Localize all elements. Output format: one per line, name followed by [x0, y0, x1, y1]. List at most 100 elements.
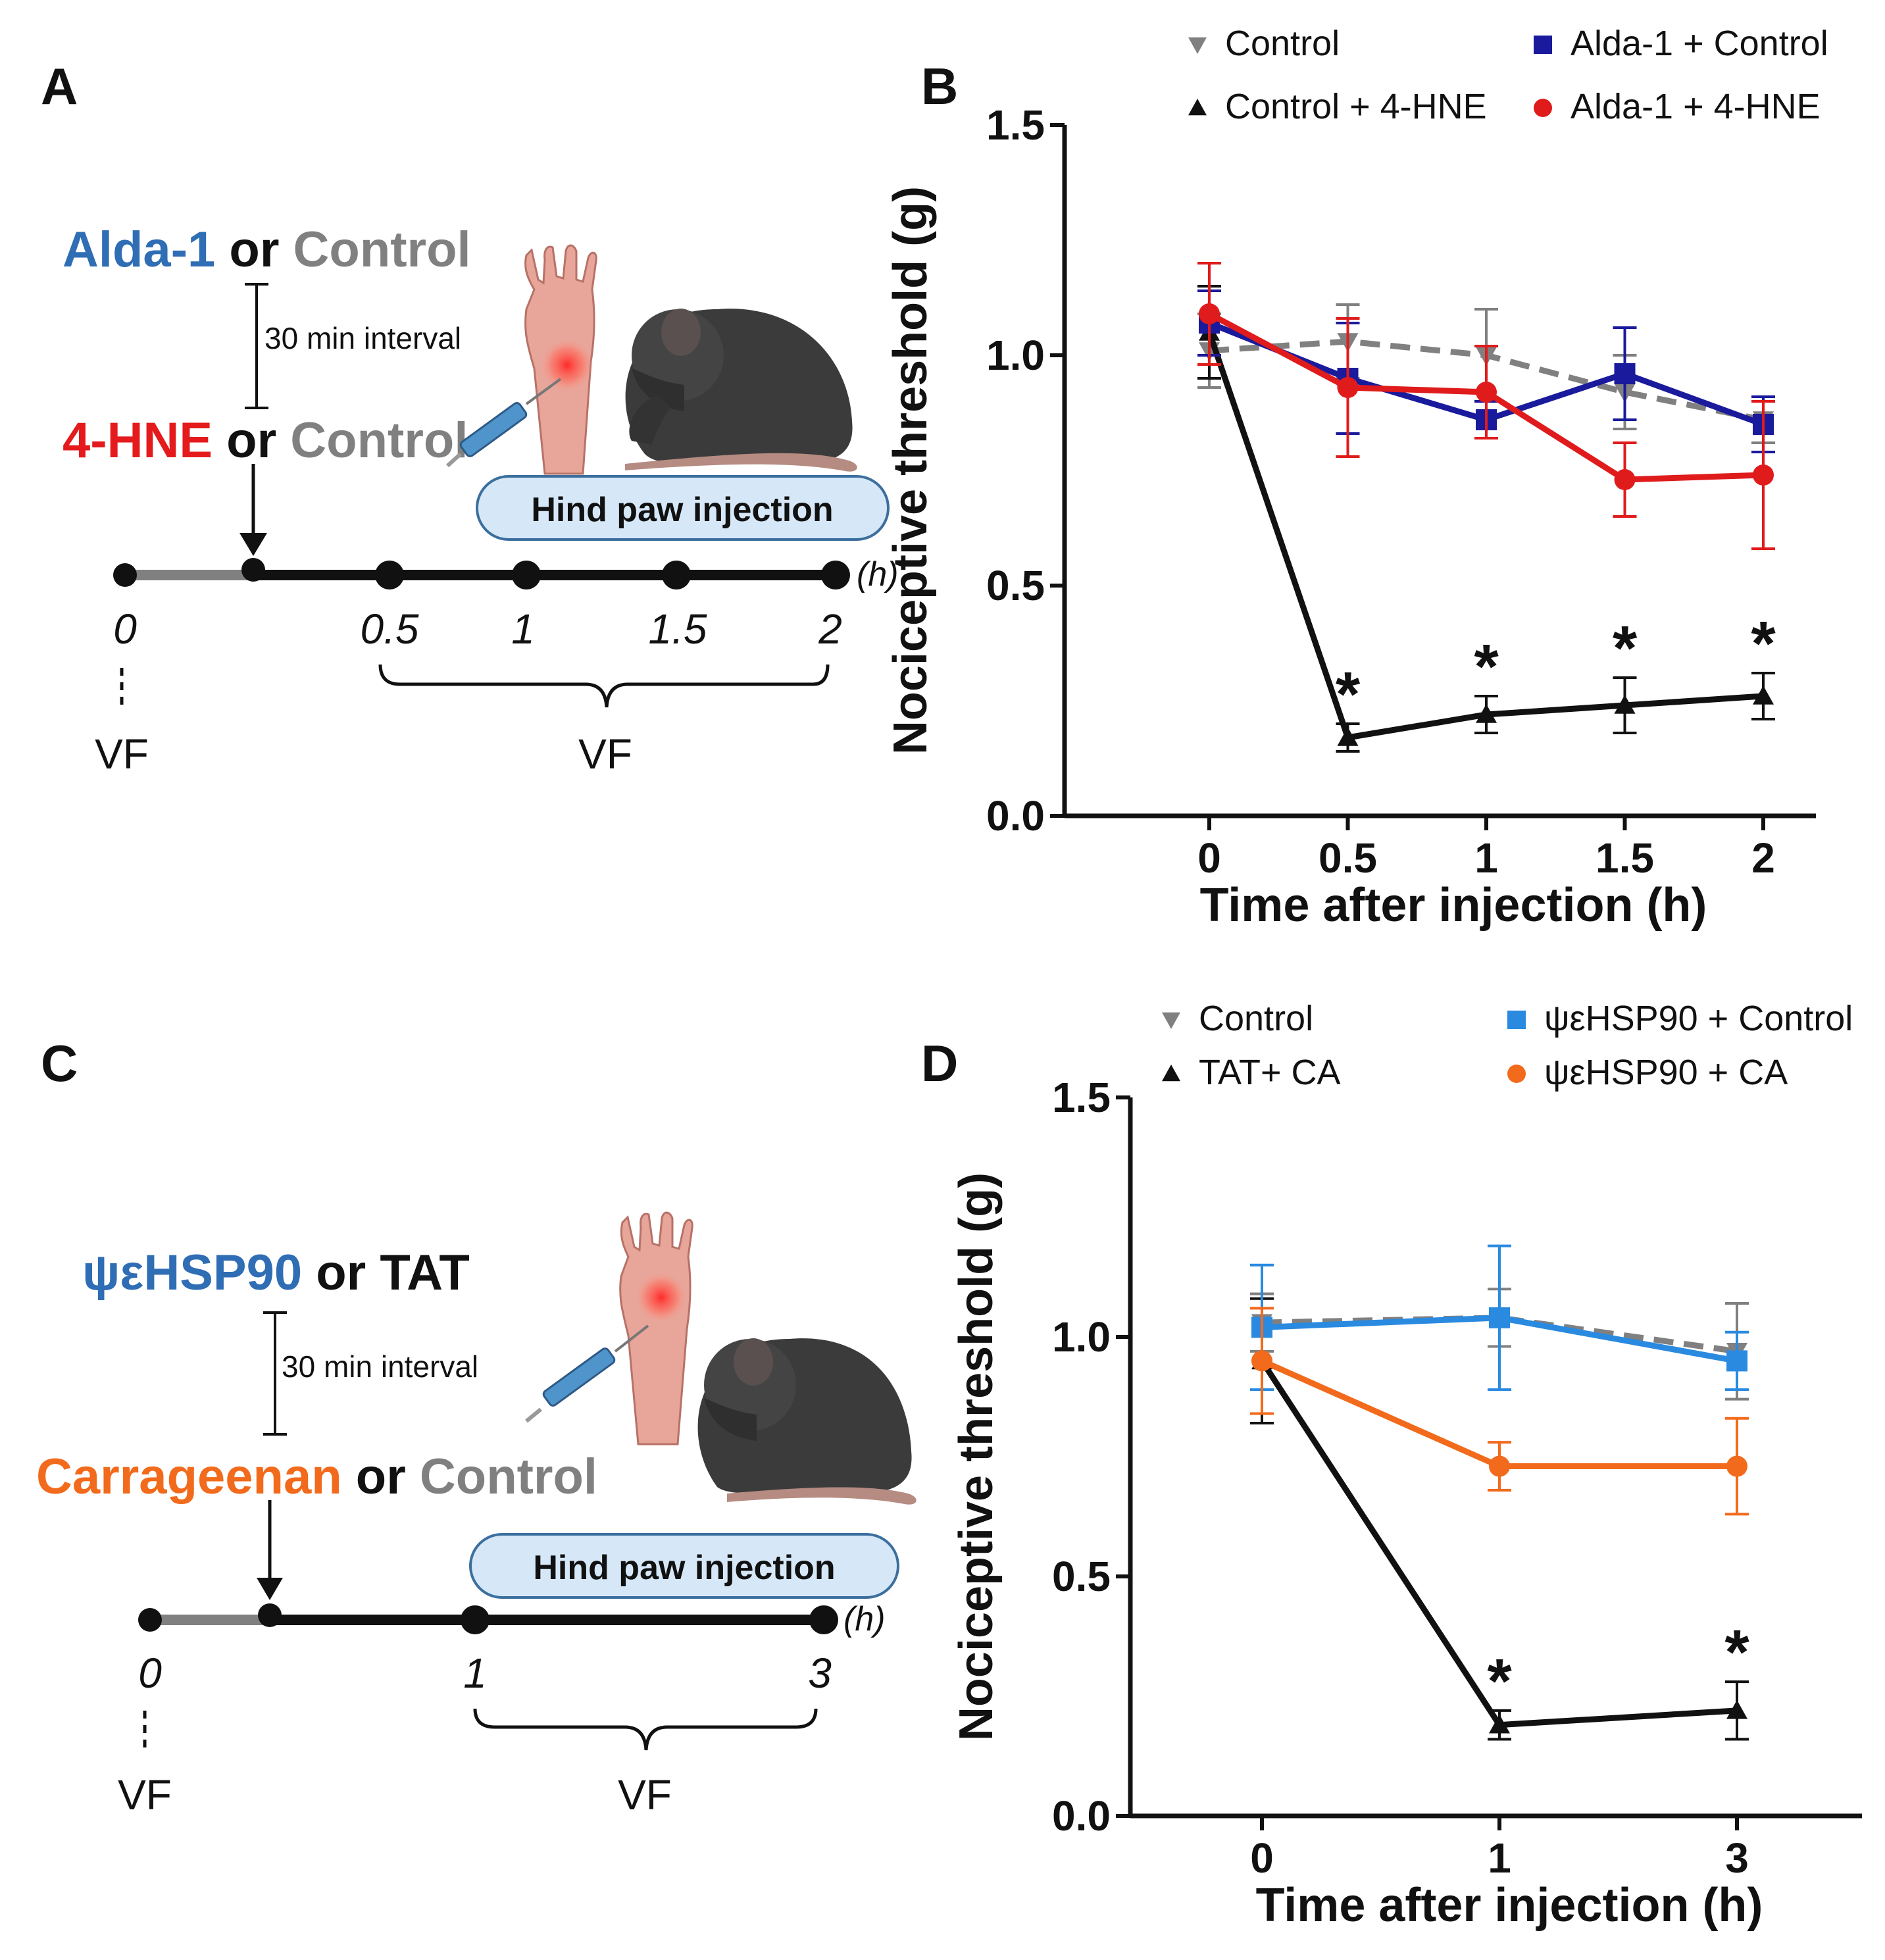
- legend-label: Control: [1199, 999, 1313, 1038]
- y-tick-label: 0.5: [986, 562, 1045, 609]
- interval-label: 30 min interval: [282, 1349, 478, 1384]
- data-point: [1726, 1350, 1747, 1372]
- vf-brace: [473, 1708, 818, 1751]
- timeline-c: [138, 1500, 838, 1634]
- tat-label: TAT: [380, 1245, 469, 1301]
- timeline-tick: 3: [808, 1649, 832, 1697]
- legend-marker: [1188, 99, 1207, 116]
- timeline-tick: 0.5: [361, 605, 419, 653]
- data-point: [1199, 303, 1220, 324]
- significance-star: *: [1474, 632, 1499, 702]
- timeline-a-ticks: 0 0.5 1 1.5 2: [113, 605, 842, 653]
- x-tick-label: 1: [1488, 1834, 1511, 1882]
- x-axis-label: Time after injection (h): [1256, 1879, 1763, 1932]
- legend-marker: [1507, 1065, 1526, 1083]
- data-point: [1753, 686, 1774, 705]
- panel-c-second-line: Carrageenan or Control: [36, 1449, 597, 1505]
- paw-illustration: [619, 1211, 693, 1445]
- legend-label: ψεHSP90 + CA: [1544, 1053, 1788, 1092]
- vf-left-label: VF: [118, 1771, 172, 1819]
- timeline-tick: 2: [818, 605, 842, 653]
- legend-label: TAT+ CA: [1199, 1053, 1341, 1092]
- hind-paw-badge: [476, 475, 890, 541]
- hind-paw-badge-label: Hind paw injection: [533, 1549, 835, 1587]
- data-point: [1476, 382, 1497, 403]
- panel-b-letter: B: [921, 57, 958, 115]
- legend-marker: [1188, 37, 1207, 54]
- significance-star: *: [1724, 1617, 1749, 1688]
- panel-a-letter: A: [41, 57, 78, 115]
- y-axis-label: Nociceptive threshold (g): [884, 186, 937, 755]
- legend-marker: [1534, 99, 1552, 117]
- mouse-illustration: [697, 1338, 917, 1505]
- series-3: [1250, 1244, 1749, 1392]
- legend-marker: [1507, 1011, 1526, 1029]
- x-tick-label: 1: [1474, 834, 1498, 882]
- x-tick-label: 2: [1751, 834, 1775, 882]
- legend-d: Control TAT+ CA ψεHSP90 + Control ψεHSP90 +…: [1162, 999, 1853, 1092]
- timeline-tick: 0: [138, 1649, 162, 1697]
- vf-brace: [378, 664, 830, 708]
- or-label: or: [302, 1245, 380, 1301]
- panel-a-first-line: Alda-1 or Control: [63, 222, 471, 278]
- timeline-tick: 0: [113, 605, 137, 653]
- significance-star: *: [1751, 609, 1776, 679]
- timeline-a-unit: (h): [857, 555, 899, 593]
- y-tick-label: 0.0: [986, 792, 1045, 840]
- x-tick-label: 0: [1250, 1834, 1274, 1882]
- y-tick-label: 1.0: [986, 332, 1045, 379]
- syringe-illustration: [445, 378, 562, 468]
- syringe-illustration: [525, 1324, 649, 1423]
- panel-d: D Control TAT+ CA ψεHSP90 + Control ψεHSP90…: [921, 999, 1862, 1932]
- data-point: [1726, 1699, 1747, 1719]
- timeline-c-unit: (h): [843, 1600, 886, 1638]
- y-axis-label: Nociceptive threshold (g): [950, 1172, 1003, 1741]
- y-tick-label: 0.5: [1052, 1553, 1111, 1600]
- legend-label: ψεHSP90 + Control: [1544, 999, 1853, 1038]
- carrageenan-label: Carrageenan: [36, 1449, 342, 1505]
- x-tick-label: 3: [1725, 1834, 1749, 1882]
- hind-paw-badge: [469, 1533, 899, 1599]
- hind-paw-badge-label: Hind paw injection: [531, 491, 833, 529]
- control-label: Control: [293, 222, 471, 278]
- timeline-tick: 1: [463, 1649, 487, 1697]
- mouse-illustration: [625, 309, 857, 472]
- data-point: [1614, 469, 1636, 490]
- chart-b: 0.0 0.5 1.0 1.5 0 0.5 1 1.5 2 Time after injectio…: [884, 101, 1816, 932]
- vf-right-label: VF: [578, 730, 632, 778]
- data-point: [1251, 1350, 1272, 1372]
- panel-a: A Alda-1 or Control 30 min interval 4-HN…: [41, 57, 899, 778]
- data-point: [1489, 1307, 1510, 1328]
- data-point: [1614, 363, 1636, 384]
- significance-star: *: [1613, 613, 1638, 684]
- series-4: [1250, 1307, 1749, 1516]
- timeline-tick: 1.5: [649, 605, 707, 653]
- panel-c-first-line: ψεHSP90 or TAT: [82, 1245, 470, 1301]
- paw-illustration: [524, 244, 597, 475]
- significance-star: *: [1336, 659, 1361, 730]
- data-point: [1337, 727, 1359, 746]
- alda-label: Alda-1: [63, 222, 215, 278]
- legend-marker: [1534, 36, 1552, 54]
- psi-label: ψεHSP90: [82, 1245, 302, 1301]
- data-point: [1614, 695, 1636, 714]
- data-point: [1489, 1714, 1510, 1734]
- legend-marker: [1162, 1012, 1180, 1029]
- panel-d-letter: D: [921, 1034, 958, 1092]
- x-tick-label: 0.5: [1319, 834, 1377, 882]
- panel-b: B Control Control + 4-HNE Alda-1 + Control…: [884, 24, 1828, 932]
- or-label: or: [342, 1449, 420, 1505]
- control-label: Control: [420, 1449, 597, 1505]
- panel-c-letter: C: [41, 1034, 78, 1092]
- x-axis-label: Time after injection (h): [1200, 879, 1707, 932]
- series-line: [1261, 1315, 1738, 1355]
- data-point: [1753, 465, 1774, 486]
- x-tick-label: 1.5: [1596, 834, 1654, 882]
- interval-bracket: [245, 283, 268, 409]
- legend-b: Control Control + 4-HNE Alda-1 + Control Al…: [1188, 24, 1828, 126]
- y-tick-label: 1.5: [986, 101, 1045, 149]
- control-label: Control: [290, 413, 468, 468]
- data-point: [1476, 704, 1497, 723]
- timeline-c-ticks: 0 1 3: [138, 1649, 832, 1697]
- data-point: [1337, 377, 1359, 398]
